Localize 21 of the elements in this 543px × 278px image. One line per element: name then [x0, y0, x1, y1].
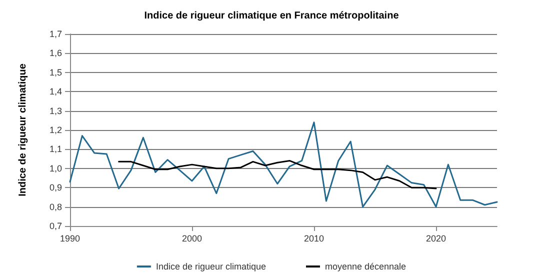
y-tick-label: 1,7 [49, 29, 62, 39]
y-tick-label: 1,3 [49, 106, 62, 116]
y-tick-label: 1,6 [49, 48, 62, 58]
chart-title: Indice de rigueur climatique en France métropolitaine [144, 10, 400, 22]
y-tick-label: 1,4 [49, 86, 62, 97]
x-tick-label: 2000 [182, 234, 202, 244]
line-series [69, 122, 498, 208]
legend-label: Indice de rigueur climatique [156, 262, 266, 272]
x-tick-label: 2020 [426, 234, 446, 244]
y-tick-label: 1,2 [49, 125, 62, 135]
line-series [118, 160, 437, 190]
y-axis-title: Indice de rigueur climatique [18, 63, 28, 196]
x-tick-label: 2010 [304, 234, 324, 244]
y-tick-label: 1,0 [49, 163, 62, 174]
y-tick-label: 0,7 [49, 221, 62, 231]
y-tick-label: 0,8 [49, 202, 62, 212]
y-tick-label: 1,1 [49, 144, 62, 154]
y-tick-label: 1,5 [49, 67, 62, 78]
legend-label: moyenne décennale [325, 262, 406, 272]
x-tick-label: 1990 [60, 234, 80, 244]
y-tick-label: 0,9 [49, 182, 62, 193]
